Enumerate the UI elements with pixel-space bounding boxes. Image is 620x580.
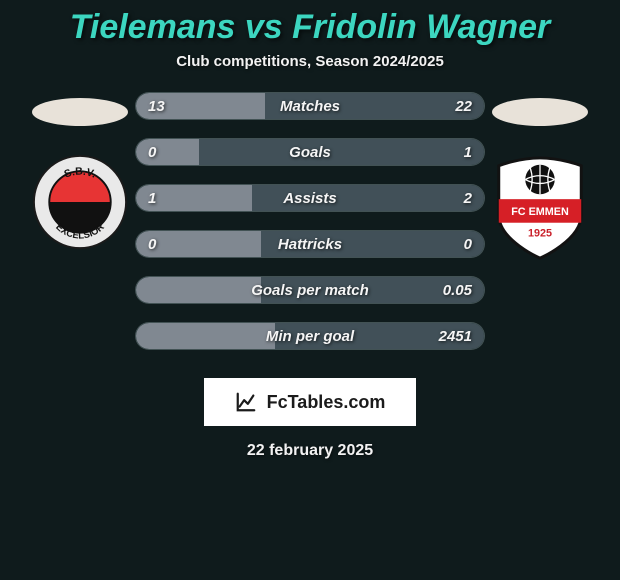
stat-right-value: 22: [432, 98, 472, 115]
stat-bar-row: 13Matches22: [135, 92, 485, 120]
stat-bar-label: 13Matches22: [136, 93, 484, 119]
stat-left-value: 0: [148, 144, 188, 161]
stat-right-value: 2: [432, 190, 472, 207]
stat-name: Goals per match: [188, 282, 432, 299]
stat-left-value: 0: [148, 236, 188, 253]
chart-icon: [235, 391, 257, 413]
stat-bar-label: Min per goal2451: [136, 323, 484, 349]
brand-badge[interactable]: FcTables.com: [204, 378, 417, 426]
comparison-row: S.B.V. EXCELSIOR 13Matches220Goals11Assi…: [0, 92, 620, 350]
right-badge-year: 1925: [528, 227, 552, 239]
right-club-badge-emmen: FC EMMEN 1925: [490, 154, 590, 262]
stat-bar-row: 0Goals1: [135, 138, 485, 166]
stat-bar-row: 0Hattricks0: [135, 230, 485, 258]
stat-right-value: 0.05: [432, 282, 472, 299]
stat-bar-row: Min per goal2451: [135, 322, 485, 350]
stat-name: Min per goal: [188, 328, 432, 345]
page-title: Tielemans vs Fridolin Wagner: [70, 8, 551, 47]
right-badge-text-top: FC EMMEN: [511, 206, 569, 218]
brand-text: FcTables.com: [267, 392, 386, 413]
right-player-column: FC EMMEN 1925: [485, 92, 595, 262]
stat-name: Matches: [188, 98, 432, 115]
stat-right-value: 2451: [432, 328, 472, 345]
footer-date: 22 february 2025: [247, 442, 373, 460]
left-player-photo-placeholder: [32, 98, 128, 126]
page-subtitle: Club competitions, Season 2024/2025: [176, 53, 444, 70]
left-player-column: S.B.V. EXCELSIOR: [25, 92, 135, 250]
stat-bar-label: 0Hattricks0: [136, 231, 484, 257]
right-player-photo-placeholder: [492, 98, 588, 126]
stat-name: Hattricks: [188, 236, 432, 253]
stat-bar-row: Goals per match0.05: [135, 276, 485, 304]
left-club-badge-excelsior: S.B.V. EXCELSIOR: [32, 154, 128, 250]
stat-right-value: 0: [432, 236, 472, 253]
stat-name: Goals: [188, 144, 432, 161]
stat-bar-row: 1Assists2: [135, 184, 485, 212]
stat-right-value: 1: [432, 144, 472, 161]
stat-bar-label: 0Goals1: [136, 139, 484, 165]
stat-bars-column: 13Matches220Goals11Assists20Hattricks0Go…: [135, 92, 485, 350]
stat-bar-label: 1Assists2: [136, 185, 484, 211]
stat-left-value: 1: [148, 190, 188, 207]
stat-name: Assists: [188, 190, 432, 207]
stat-bar-label: Goals per match0.05: [136, 277, 484, 303]
stat-left-value: 13: [148, 98, 188, 115]
